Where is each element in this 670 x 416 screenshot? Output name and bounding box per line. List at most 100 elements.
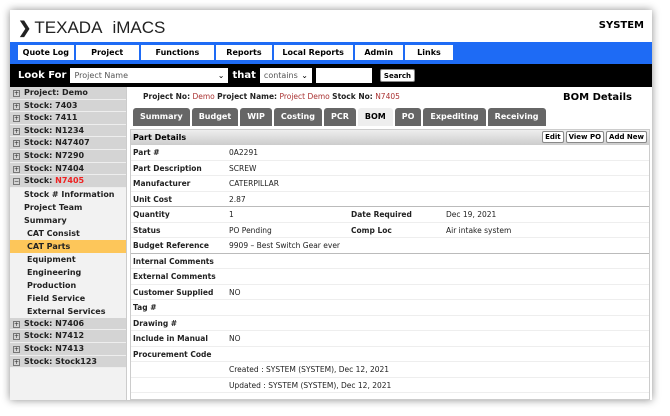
- sidebar-item-stock[interactable]: + Stock: N7404: [10, 162, 126, 176]
- field-value: NO: [229, 287, 241, 297]
- collapse-icon[interactable]: −: [13, 178, 20, 186]
- expand-icon[interactable]: +: [13, 140, 20, 148]
- tab-po[interactable]: PO: [394, 108, 422, 126]
- sidebar-item-label: Stock: 7403: [24, 100, 78, 110]
- tab-wip[interactable]: WIP: [240, 108, 272, 126]
- project-no-label: Project No:: [143, 92, 191, 101]
- expand-icon[interactable]: +: [13, 152, 20, 160]
- operator-value: contains: [263, 71, 298, 80]
- search-field-select[interactable]: Project Name ⌄: [70, 68, 229, 83]
- expand-icon[interactable]: +: [13, 115, 20, 123]
- field-label: Include in Manual: [133, 334, 208, 343]
- field-value: PO Pending: [229, 225, 272, 235]
- expand-icon[interactable]: +: [13, 102, 20, 110]
- sidebar-item-stock[interactable]: + Stock: N7290: [10, 149, 126, 163]
- nav-quote-log[interactable]: Quote Log: [18, 45, 74, 60]
- detail-row: Quantity 1 Date Required Dec 19, 2021: [131, 207, 649, 223]
- tab-budget[interactable]: Budget: [191, 108, 239, 126]
- expand-icon[interactable]: +: [13, 320, 20, 328]
- sidebar-item-label: Stock: N7404: [24, 163, 85, 173]
- sidebar-item-label: Stock: N1234: [24, 125, 85, 135]
- view-po-button[interactable]: View PO: [565, 131, 605, 143]
- tab-summary[interactable]: Summary: [133, 108, 190, 126]
- field-label: Drawing #: [133, 318, 178, 328]
- nav-admin[interactable]: Admin: [354, 45, 403, 60]
- expand-icon[interactable]: +: [13, 345, 20, 353]
- sidebar-item-label: Stock: N7406: [24, 318, 85, 328]
- sidebar-item-stock[interactable]: + Stock: Stock123: [10, 355, 126, 369]
- field-label: Tag #: [133, 303, 157, 312]
- sidebar-item-active-value: N7405: [55, 176, 85, 186]
- field-value: Created : SYSTEM (SYSTEM), Dec 12, 2021: [229, 365, 390, 374]
- tab-pcr[interactable]: PCR: [323, 108, 356, 126]
- detail-row: Internal Comments: [131, 254, 649, 269]
- expand-icon[interactable]: +: [13, 358, 20, 366]
- field-label: Status: [133, 225, 161, 235]
- field-label: Customer Supplied: [133, 287, 214, 297]
- chevron-down-icon: ⌄: [217, 71, 225, 80]
- sidebar-subitem[interactable]: Equipment: [27, 254, 76, 264]
- sidebar-item-stock[interactable]: + Project: Demo: [10, 87, 126, 100]
- nav-local-reports[interactable]: Local Reports: [273, 45, 353, 60]
- edit-button[interactable]: Edit: [542, 131, 564, 143]
- project-name-label: Project Name:: [217, 92, 278, 101]
- field-value: 1: [229, 210, 234, 219]
- expand-icon[interactable]: +: [13, 333, 20, 341]
- field-label: Unit Cost: [133, 194, 172, 204]
- search-bar: Look For Project Name ⌄ that contains ⌄ Se…: [10, 64, 652, 87]
- sidebar-item-stock[interactable]: + Stock: 7411: [10, 112, 126, 125]
- sidebar-item-stock[interactable]: + Stock: N7413: [10, 342, 126, 356]
- field-label: Part Description: [133, 163, 202, 173]
- detail-row: Status PO Pending Comp Loc Air intake syste…: [131, 223, 649, 238]
- nav-project[interactable]: Project: [75, 45, 139, 60]
- field-value: NO: [229, 334, 241, 343]
- field-value: Air intake system: [446, 225, 512, 235]
- tab-costing[interactable]: Costing: [273, 108, 322, 126]
- sidebar-item-label: Stock: N7290: [24, 150, 85, 160]
- sidebar-subitem[interactable]: External Services: [27, 306, 106, 316]
- operator-select[interactable]: contains ⌄: [259, 68, 312, 83]
- search-input[interactable]: [315, 68, 372, 83]
- sidebar-subitem[interactable]: Engineering: [27, 267, 82, 277]
- sidebar-item-label: Stock: N47407: [24, 138, 90, 148]
- sidebar-item-stock[interactable]: + Stock: N7406: [10, 317, 126, 331]
- nav-reports[interactable]: Reports: [216, 45, 272, 60]
- tab-receiving[interactable]: Receiving: [487, 108, 546, 126]
- sidebar-subitem[interactable]: Stock # Information: [24, 189, 115, 199]
- field-label: Procurement Code: [133, 349, 212, 359]
- main-content: Project No: Demo Project Name: Project D…: [128, 87, 652, 400]
- detail-row: Tag #: [131, 300, 649, 316]
- sidebar-item-label: Stock: N7412: [24, 331, 85, 341]
- chevron-down-icon: ⌄: [301, 71, 308, 80]
- nav-functions[interactable]: Functions: [140, 45, 215, 60]
- expand-icon[interactable]: +: [13, 127, 20, 135]
- detail-row: Manufacturer CATERPILLAR: [131, 176, 649, 192]
- sidebar-item-stock[interactable]: + Stock: N1234: [10, 124, 126, 138]
- detail-row: Unit Cost 2.87: [131, 192, 649, 207]
- field-label: Internal Comments: [133, 256, 214, 266]
- project-no: Demo: [192, 92, 215, 101]
- sidebar-subitem[interactable]: Summary: [24, 215, 67, 225]
- sidebar-subitem[interactable]: CAT Parts: [10, 239, 126, 253]
- sidebar-item-label: Project: Demo: [24, 88, 88, 97]
- field-value: CATERPILLAR: [229, 179, 279, 188]
- field-label: Part #: [133, 148, 160, 157]
- logo: ❯ TEXADA iMACS: [18, 18, 165, 38]
- sidebar-item-stock[interactable]: + Stock: N47407: [10, 137, 126, 150]
- tab-expediting[interactable]: Expediting: [423, 108, 486, 126]
- add-new-button[interactable]: Add New: [606, 131, 647, 143]
- expand-icon[interactable]: +: [13, 165, 20, 173]
- detail-row: External Comments: [131, 269, 649, 285]
- search-button[interactable]: Search: [379, 69, 416, 82]
- sidebar-item-stock[interactable]: − Stock: N7405: [10, 175, 126, 188]
- sidebar-subitem[interactable]: Field Service: [27, 293, 86, 303]
- nav-links[interactable]: Links: [404, 45, 454, 60]
- expand-icon[interactable]: +: [13, 90, 20, 97]
- header: ❯ TEXADA iMACS SYSTEM: [10, 10, 652, 42]
- sidebar-subitem[interactable]: CAT Consist: [27, 228, 80, 238]
- tab-bom[interactable]: BOM: [357, 108, 393, 126]
- sidebar-item-stock[interactable]: + Stock: 7403: [10, 99, 126, 113]
- sidebar-item-stock[interactable]: + Stock: N7412: [10, 330, 126, 343]
- sidebar-subitem[interactable]: Project Team: [24, 202, 83, 212]
- sidebar-subitem[interactable]: Production: [27, 280, 77, 290]
